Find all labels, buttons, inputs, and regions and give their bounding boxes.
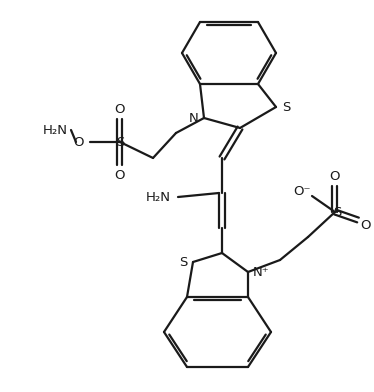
- Text: O: O: [115, 169, 125, 181]
- Text: N⁺: N⁺: [253, 265, 269, 278]
- Text: S: S: [282, 100, 290, 114]
- Text: S: S: [179, 256, 187, 269]
- Text: S: S: [333, 205, 341, 218]
- Text: H₂N: H₂N: [43, 123, 67, 136]
- Text: O: O: [361, 218, 371, 232]
- Text: H₂N: H₂N: [146, 191, 171, 203]
- Text: O: O: [74, 136, 84, 149]
- Text: O: O: [115, 102, 125, 116]
- Text: O⁻: O⁻: [293, 185, 311, 198]
- Text: S: S: [116, 136, 124, 149]
- Text: O: O: [330, 169, 340, 183]
- Text: N: N: [189, 111, 199, 125]
